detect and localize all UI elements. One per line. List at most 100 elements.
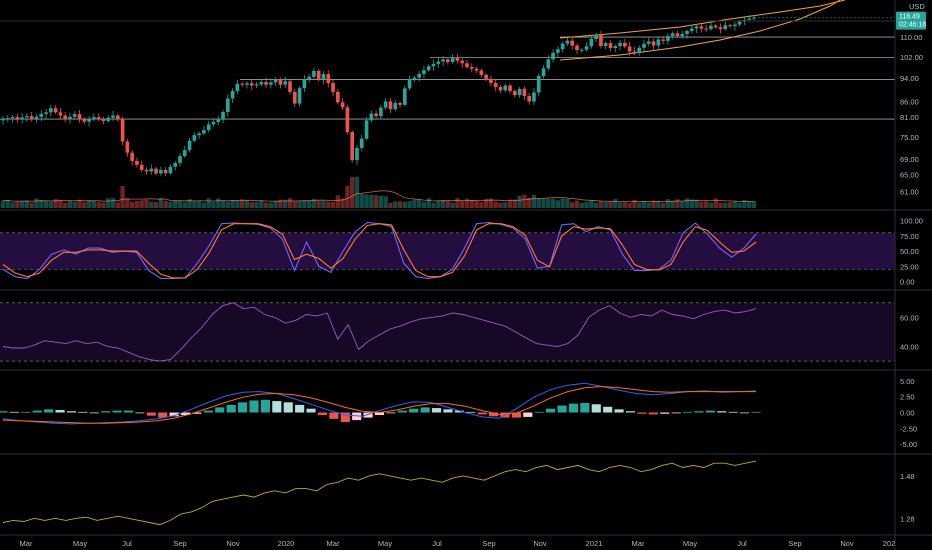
volume-bar	[163, 200, 168, 208]
candle	[34, 116, 39, 119]
volume-bar	[450, 202, 455, 208]
volume-bar	[474, 200, 479, 208]
volume-bar	[302, 200, 307, 208]
candle	[302, 79, 307, 89]
price-tick-label: 102.00	[900, 53, 923, 62]
candle	[733, 24, 737, 27]
volume-bar	[445, 200, 451, 208]
macd-histogram-bar	[317, 412, 328, 416]
candle	[670, 33, 675, 37]
volume-bar	[388, 202, 393, 208]
candle	[96, 117, 101, 120]
candle	[149, 168, 154, 172]
volume-bar	[43, 200, 49, 208]
candle	[565, 40, 570, 44]
x-tick-label: Mar	[20, 539, 33, 548]
price-tick-label: 94.00	[900, 74, 919, 83]
rsi-panel[interactable]	[0, 302, 895, 362]
candle	[575, 45, 579, 50]
volume-bar	[34, 198, 39, 208]
candle	[675, 33, 680, 37]
volume-bar	[196, 201, 202, 208]
volume-bar	[158, 198, 164, 208]
last-price-tag	[896, 11, 926, 30]
rsi-line	[2, 302, 757, 362]
volume-bar	[321, 200, 326, 208]
candle	[292, 91, 297, 104]
volume-bar	[704, 201, 709, 208]
macd-histogram-bar	[705, 410, 715, 413]
macd-histogram-bar	[751, 411, 761, 413]
macd-histogram-bar	[614, 409, 624, 413]
candle	[709, 25, 713, 30]
x-tick-label: 2021	[586, 539, 603, 548]
volume-bar	[680, 201, 685, 208]
macd-tick-label: 5.00	[900, 377, 915, 386]
volume-bar	[63, 202, 68, 208]
x-tick-label: Mar	[327, 539, 340, 548]
candle	[182, 150, 187, 157]
candle	[704, 28, 708, 30]
candle	[211, 122, 216, 125]
candle	[589, 38, 594, 47]
volume-bar	[732, 201, 738, 208]
volume-bar	[613, 199, 618, 208]
candle	[656, 39, 661, 46]
rsi-band	[0, 302, 895, 362]
volume-bar	[684, 198, 690, 208]
candle	[168, 166, 173, 174]
candle	[355, 147, 359, 161]
macd-histogram-bar	[637, 412, 647, 414]
volume-ma-line	[2, 190, 754, 203]
volume-bar	[460, 200, 465, 208]
x-tick-label: Jul	[432, 539, 442, 548]
volume-bar	[144, 199, 149, 208]
candle	[235, 83, 240, 92]
candle	[58, 112, 63, 116]
candle	[336, 91, 340, 103]
volume-bar	[120, 186, 125, 208]
macd-histogram-bar	[443, 409, 453, 413]
macd-histogram-bar	[135, 412, 145, 414]
macd-histogram-bar	[66, 411, 77, 413]
macd-histogram-bar	[78, 411, 88, 413]
macd-histogram-bar	[454, 410, 464, 413]
volume-bar	[110, 198, 116, 208]
macd-histogram-bar	[21, 411, 31, 413]
candle	[493, 82, 498, 87]
price-panel[interactable]	[0, 0, 895, 208]
candle	[579, 49, 584, 51]
macd-histogram-bar	[0, 411, 8, 413]
candle	[508, 85, 512, 92]
volume-bar	[665, 199, 671, 208]
volume-bar	[326, 201, 331, 208]
candle	[130, 152, 134, 161]
volume-bar	[431, 202, 436, 208]
candle	[431, 63, 436, 67]
volume-bar	[287, 198, 293, 208]
volume-bar	[244, 199, 250, 208]
ratio-tick-label: 1.48	[900, 472, 915, 481]
candle	[226, 98, 230, 113]
volume-bar	[330, 201, 336, 208]
stochastic-panel[interactable]	[0, 221, 895, 280]
ratio-panel[interactable]	[2, 460, 757, 526]
volume-bar	[531, 194, 537, 208]
volume-bar	[5, 200, 10, 208]
volume-bar	[646, 202, 651, 208]
candle	[503, 85, 508, 91]
volume-bar	[417, 199, 422, 208]
volume-bar	[455, 198, 460, 208]
volume-bar	[598, 201, 604, 208]
volume-bar	[72, 201, 77, 208]
candle	[651, 41, 656, 46]
volume-bar	[306, 200, 312, 208]
macd-panel[interactable]	[0, 382, 761, 425]
macd-histogram-bar	[660, 412, 670, 414]
candle	[269, 82, 273, 85]
candle	[556, 49, 560, 53]
candle	[627, 46, 632, 52]
volume-bar	[225, 201, 230, 208]
candle	[92, 117, 96, 120]
